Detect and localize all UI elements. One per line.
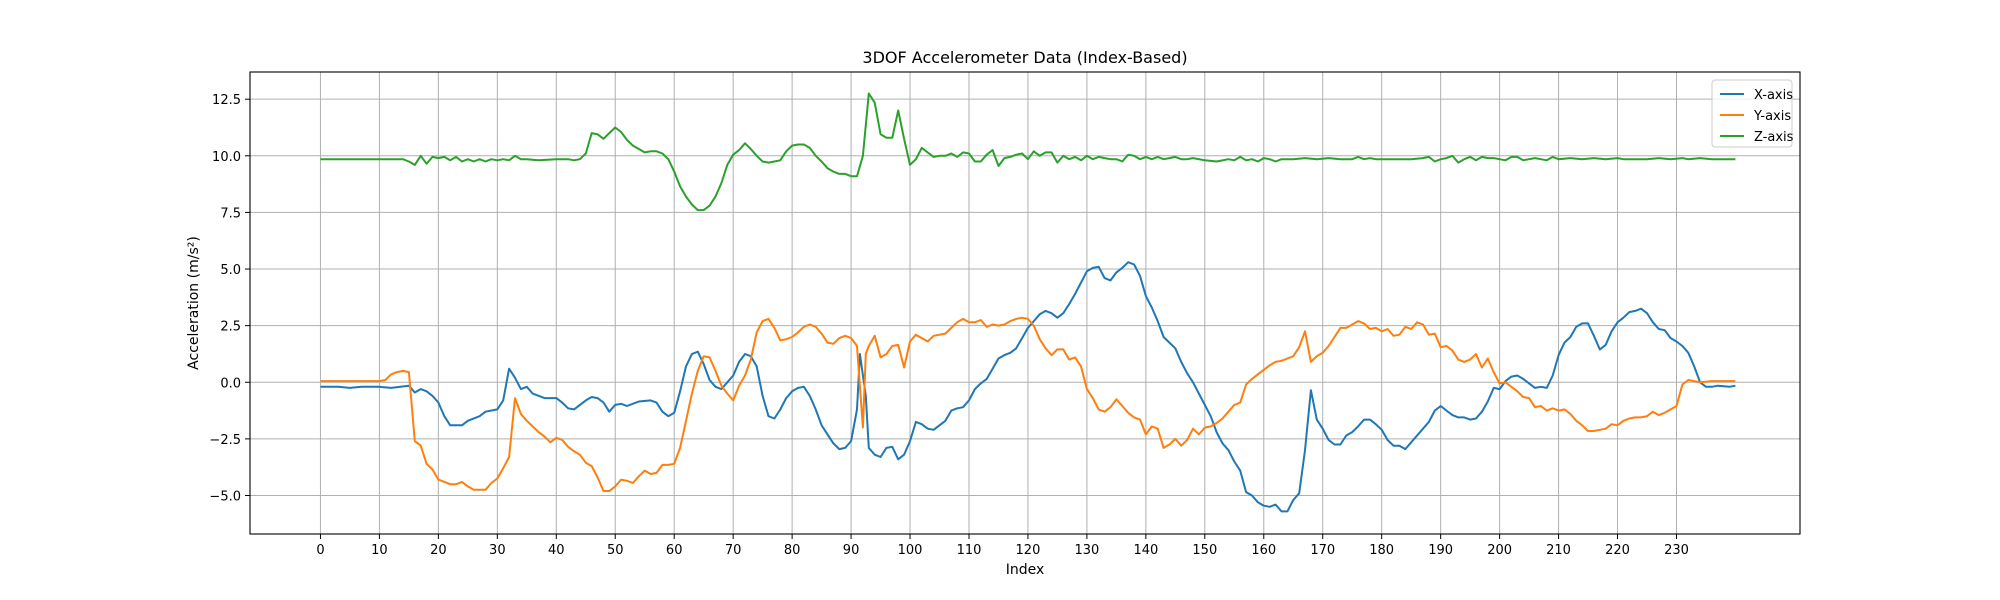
series-line-x-axis (320, 261, 1736, 513)
x-tick-label: 130 (1074, 543, 1099, 558)
x-tick-label: 30 (489, 543, 506, 558)
y-axis-ticks: −5.0 −2.5 0.0 2.5 5.0 7.5 10.0 12.5 (209, 93, 250, 505)
x-tick-label: 70 (725, 543, 742, 558)
x-tick-label: 80 (784, 543, 801, 558)
x-tick-label: 170 (1310, 543, 1335, 558)
plot-area-frame (249, 71, 1801, 535)
legend-label-z-axis: Z-axis (1754, 130, 1794, 145)
x-tick-label: 20 (430, 543, 447, 558)
chart-title: 3DOF Accelerometer Data (Index-Based) (862, 48, 1187, 67)
y-tick-label: 2.5 (220, 320, 241, 335)
data-series (320, 92, 1736, 513)
x-tick-label: 120 (1016, 543, 1041, 558)
x-tick-label: 60 (666, 543, 683, 558)
x-tick-label: 180 (1369, 543, 1394, 558)
y-tick-label: 7.5 (220, 206, 241, 221)
y-tick-label: 12.5 (212, 93, 241, 108)
x-tick-label: 150 (1192, 543, 1217, 558)
x-tick-label: 10 (371, 543, 388, 558)
x-tick-label: 210 (1546, 543, 1571, 558)
series-line-y-axis (320, 316, 1736, 492)
x-tick-label: 40 (548, 543, 565, 558)
x-tick-label: 160 (1251, 543, 1276, 558)
legend-label-x-axis: X-axis (1754, 88, 1793, 103)
y-tick-label: −2.5 (209, 433, 241, 448)
series-line-z-axis (320, 92, 1736, 212)
x-tick-label: 110 (957, 543, 982, 558)
legend-label-y-axis: Y-axis (1753, 109, 1791, 124)
y-tick-label: 5.0 (220, 263, 241, 278)
y-tick-label: 0.0 (220, 376, 241, 391)
x-tick-label: 140 (1133, 543, 1158, 558)
x-tick-label: 50 (607, 543, 624, 558)
x-tick-label: 200 (1487, 543, 1512, 558)
x-tick-label: 100 (898, 543, 923, 558)
y-tick-label: −5.0 (209, 490, 241, 505)
x-tick-label: 230 (1664, 543, 1689, 558)
legend-box (1711, 79, 1793, 148)
x-axis-ticks: 0 10 20 30 40 50 60 70 80 90 100 110 120 130 140 150 160… (316, 534, 1689, 558)
y-axis-label: Acceleration (m/s²) (186, 236, 202, 370)
x-tick-label: 90 (843, 543, 860, 558)
x-tick-label: 0 (316, 543, 324, 558)
x-tick-label: 220 (1605, 543, 1630, 558)
x-axis-label: Index (1006, 562, 1045, 578)
y-tick-label: 10.0 (212, 150, 241, 165)
x-tick-label: 190 (1428, 543, 1453, 558)
legend: X-axis Y-axis Z-axis (1711, 79, 1794, 148)
